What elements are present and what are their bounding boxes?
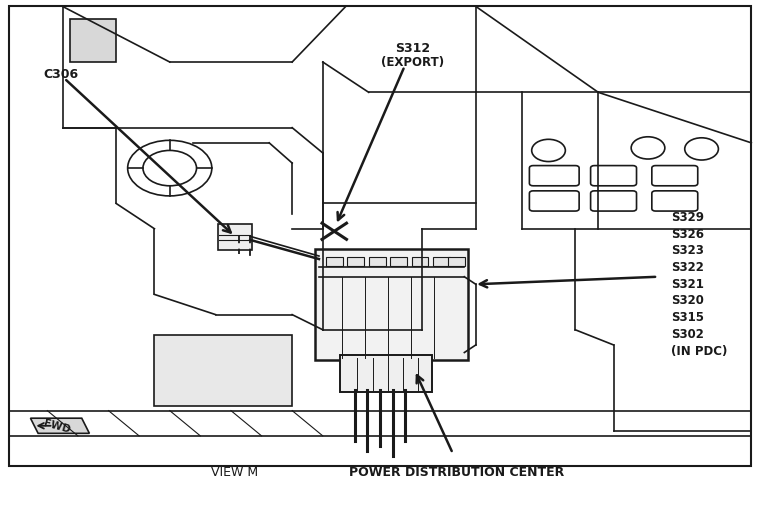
- FancyBboxPatch shape: [9, 7, 751, 466]
- FancyBboxPatch shape: [652, 166, 698, 186]
- FancyBboxPatch shape: [218, 224, 252, 250]
- Text: C306: C306: [44, 68, 78, 81]
- FancyBboxPatch shape: [412, 257, 429, 266]
- Text: S323: S323: [671, 244, 703, 258]
- FancyBboxPatch shape: [591, 166, 637, 186]
- Text: POWER DISTRIBUTION CENTER: POWER DISTRIBUTION CENTER: [349, 466, 564, 479]
- Text: S326: S326: [671, 228, 704, 241]
- Text: S322: S322: [671, 261, 703, 274]
- Text: VIEW M: VIEW M: [211, 466, 258, 479]
- Text: S329: S329: [671, 211, 704, 224]
- FancyBboxPatch shape: [449, 257, 465, 266]
- FancyBboxPatch shape: [339, 355, 432, 392]
- Text: S321: S321: [671, 278, 703, 291]
- Bar: [154, 335, 292, 405]
- FancyBboxPatch shape: [369, 257, 386, 266]
- Text: (IN PDC): (IN PDC): [671, 344, 727, 358]
- FancyBboxPatch shape: [591, 191, 637, 211]
- Text: S312: S312: [395, 42, 430, 55]
- Text: (EXPORT): (EXPORT): [381, 55, 444, 69]
- Text: S320: S320: [671, 295, 703, 307]
- Text: S315: S315: [671, 311, 704, 324]
- FancyBboxPatch shape: [390, 257, 407, 266]
- FancyBboxPatch shape: [529, 191, 579, 211]
- Polygon shape: [31, 418, 89, 433]
- Bar: [70, 19, 116, 62]
- FancyBboxPatch shape: [315, 249, 468, 360]
- FancyBboxPatch shape: [347, 257, 364, 266]
- FancyBboxPatch shape: [433, 257, 450, 266]
- FancyBboxPatch shape: [326, 257, 343, 266]
- Text: S302: S302: [671, 328, 703, 341]
- FancyBboxPatch shape: [529, 166, 579, 186]
- Text: FWD: FWD: [42, 419, 71, 435]
- FancyBboxPatch shape: [652, 191, 698, 211]
